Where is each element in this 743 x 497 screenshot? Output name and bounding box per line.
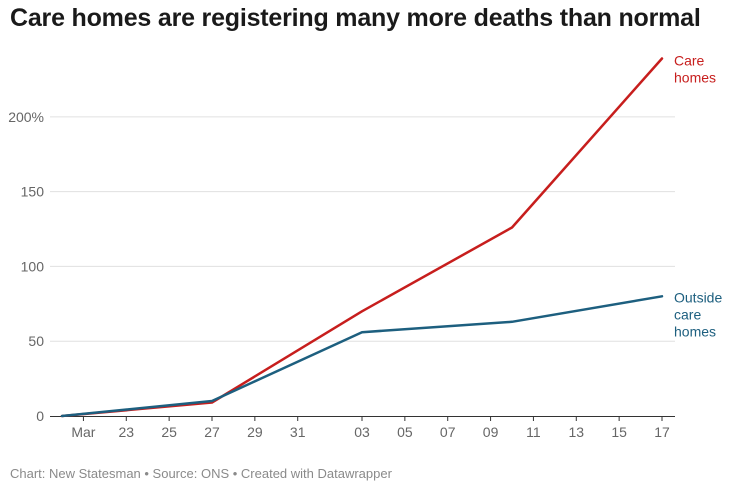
y-tick-label: 50 <box>28 333 44 349</box>
x-tick-label: 25 <box>161 424 177 440</box>
x-axis-ticks: Mar 23 25 27 29 31 03 05 07 09 11 13 15 17 <box>71 416 670 440</box>
y-tick-label: 200% <box>8 109 44 125</box>
x-tick-label: 29 <box>247 424 263 440</box>
series-line-care-homes <box>60 57 664 418</box>
series-label-care-homes: Care homes <box>674 52 716 85</box>
series-lines <box>60 57 664 418</box>
series-label-line: Care <box>674 52 705 68</box>
x-tick-label: 03 <box>354 424 370 440</box>
series-label-outside-care-homes: Outside care homes <box>674 289 722 339</box>
x-tick-label: Mar <box>71 424 95 440</box>
series-label-line: homes <box>674 323 716 339</box>
x-tick-label: 07 <box>440 424 456 440</box>
x-tick-label: 11 <box>526 424 541 440</box>
y-axis-ticks: 0 50 100 150 200% <box>8 109 44 424</box>
x-tick-label: 31 <box>290 424 306 440</box>
x-tick-label: 27 <box>204 424 220 440</box>
chart-footer: Chart: New Statesman • Source: ONS • Cre… <box>10 466 392 481</box>
x-tick-label: 09 <box>483 424 499 440</box>
series-label-line: Outside <box>674 289 722 305</box>
series-label-line: homes <box>674 69 716 85</box>
x-tick-label: 17 <box>654 424 670 440</box>
chart-title: Care homes are registering many more dea… <box>10 4 701 32</box>
series-line-outside-care-homes <box>60 295 664 418</box>
y-tick-label: 0 <box>36 408 44 424</box>
y-tick-label: 150 <box>21 184 45 200</box>
series-label-line: care <box>674 306 701 322</box>
gridlines <box>50 116 675 417</box>
x-tick-label: 23 <box>118 424 134 440</box>
y-tick-label: 100 <box>21 258 45 274</box>
x-tick-label: 15 <box>611 424 627 440</box>
x-tick-label: 13 <box>568 424 584 440</box>
x-tick-label: 05 <box>397 424 413 440</box>
